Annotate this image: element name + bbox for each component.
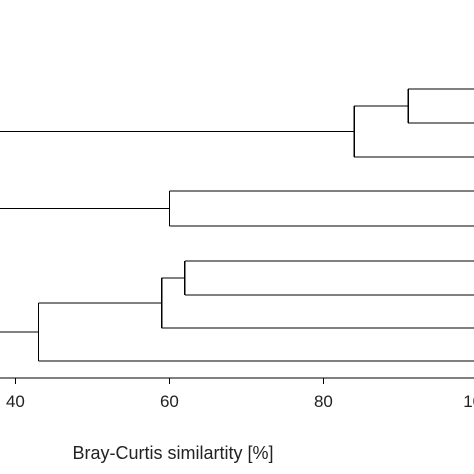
x-axis-ticks: 40 60 80 100 xyxy=(6,378,474,411)
x-tick-label-100: 100 xyxy=(463,392,474,411)
x-tick-label-40: 40 xyxy=(6,392,25,411)
x-tick-label-80: 80 xyxy=(314,392,333,411)
x-axis-title: Bray-Curtis similartity [%] xyxy=(72,443,273,463)
x-tick-label-60: 60 xyxy=(160,392,179,411)
dendrogram-branches xyxy=(0,88,474,362)
